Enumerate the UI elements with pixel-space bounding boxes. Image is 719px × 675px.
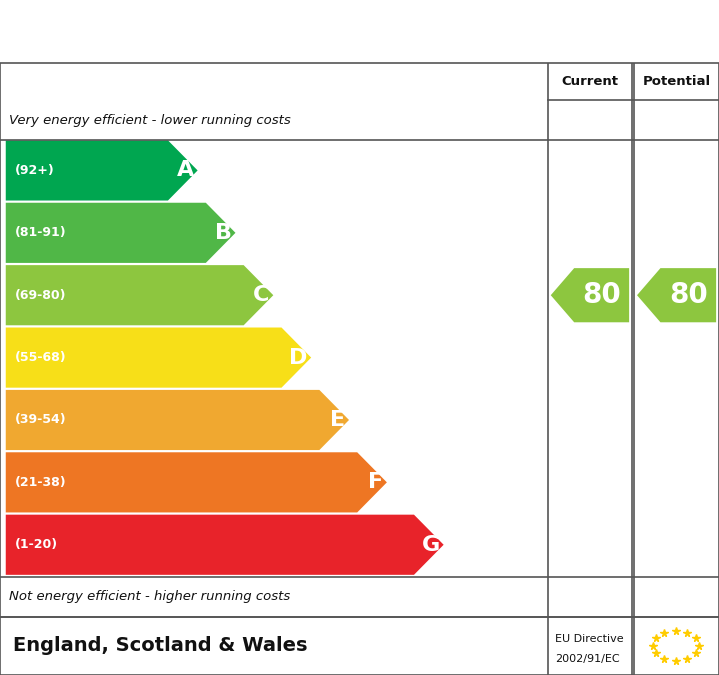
Polygon shape xyxy=(6,202,235,263)
Text: E: E xyxy=(330,410,345,430)
Polygon shape xyxy=(6,390,349,450)
Text: England, Scotland & Wales: England, Scotland & Wales xyxy=(13,637,308,655)
Text: (21-38): (21-38) xyxy=(15,476,67,489)
Text: 80: 80 xyxy=(582,281,621,309)
Text: F: F xyxy=(368,472,383,492)
Text: Not energy efficient - higher running costs: Not energy efficient - higher running co… xyxy=(9,591,290,603)
Text: C: C xyxy=(253,286,270,305)
Text: EU Directive: EU Directive xyxy=(555,634,623,644)
Text: (39-54): (39-54) xyxy=(15,414,67,427)
Text: Energy Efficiency Rating: Energy Efficiency Rating xyxy=(16,17,437,46)
Text: (69-80): (69-80) xyxy=(15,289,67,302)
Text: (1-20): (1-20) xyxy=(15,538,58,551)
Text: D: D xyxy=(289,348,308,368)
Text: 2002/91/EC: 2002/91/EC xyxy=(555,654,620,664)
Polygon shape xyxy=(637,268,716,322)
Text: G: G xyxy=(422,535,440,555)
Text: (81-91): (81-91) xyxy=(15,226,67,240)
Polygon shape xyxy=(6,140,198,200)
Text: Current: Current xyxy=(562,75,618,88)
Text: A: A xyxy=(177,161,194,180)
Polygon shape xyxy=(6,452,387,512)
Polygon shape xyxy=(6,514,444,575)
Text: Very energy efficient - lower running costs: Very energy efficient - lower running co… xyxy=(9,114,290,127)
Polygon shape xyxy=(6,265,273,325)
Text: 80: 80 xyxy=(669,281,707,309)
Text: B: B xyxy=(215,223,232,243)
Text: (92+): (92+) xyxy=(15,164,55,177)
Text: Potential: Potential xyxy=(643,75,710,88)
Polygon shape xyxy=(551,268,629,322)
Polygon shape xyxy=(6,327,311,387)
Text: (55-68): (55-68) xyxy=(15,351,67,364)
